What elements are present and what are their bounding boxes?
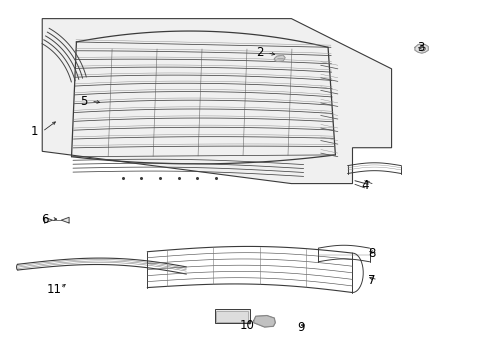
Text: 5: 5 xyxy=(80,95,87,108)
Text: 10: 10 xyxy=(240,319,255,332)
Polygon shape xyxy=(42,19,392,184)
Polygon shape xyxy=(274,55,285,62)
Text: 6: 6 xyxy=(41,213,49,226)
Text: 9: 9 xyxy=(297,320,305,333)
Text: 4: 4 xyxy=(361,179,368,192)
Text: 8: 8 xyxy=(368,247,376,260)
Bar xyxy=(215,309,250,323)
Text: 11: 11 xyxy=(47,283,62,296)
Text: 3: 3 xyxy=(417,41,425,54)
Polygon shape xyxy=(61,217,69,223)
Text: 7: 7 xyxy=(368,274,376,287)
Polygon shape xyxy=(254,316,275,327)
Polygon shape xyxy=(415,44,428,53)
Text: 2: 2 xyxy=(256,46,264,59)
Bar xyxy=(216,311,248,322)
Text: 1: 1 xyxy=(31,125,39,138)
Polygon shape xyxy=(45,217,52,223)
